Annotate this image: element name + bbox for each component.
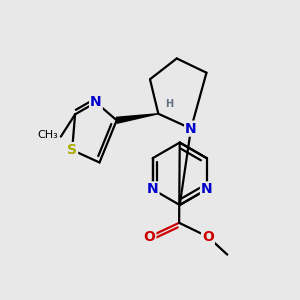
Text: N: N: [201, 182, 213, 197]
Text: CH₃: CH₃: [38, 130, 58, 140]
Text: S: S: [67, 143, 77, 157]
Text: O: O: [143, 230, 155, 244]
Text: O: O: [202, 230, 214, 244]
Text: H: H: [165, 99, 173, 109]
Text: N: N: [147, 182, 158, 197]
Polygon shape: [116, 114, 158, 123]
Text: N: N: [185, 122, 197, 136]
Text: N: N: [90, 95, 102, 110]
